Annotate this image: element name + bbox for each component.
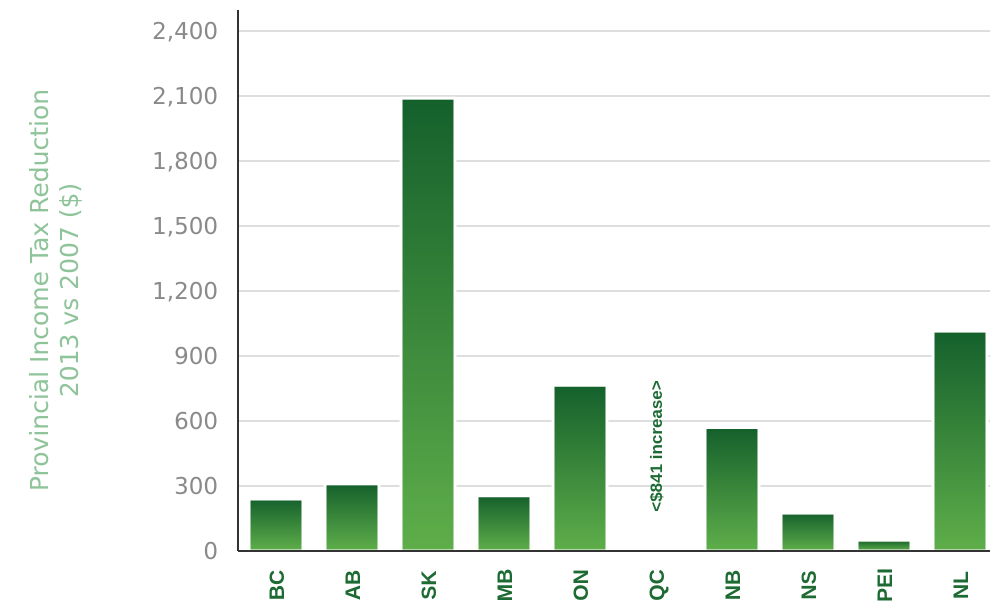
bar-on — [551, 383, 609, 553]
x-tick-label-qc: QC — [646, 569, 669, 601]
y-tick-label: 1,200 — [152, 279, 218, 305]
y-tick-label: 600 — [174, 409, 218, 435]
bar-ab — [323, 482, 381, 553]
x-tick-label-ns: NS — [798, 570, 821, 599]
bar-ns — [779, 511, 837, 553]
axes — [237, 10, 990, 552]
y-tick-label: 2,100 — [152, 84, 218, 110]
x-tick-label-nb: NB — [722, 570, 745, 600]
x-tick-label-bc: BC — [266, 570, 289, 600]
bar-pei — [855, 538, 913, 553]
x-tick-label-pei: PEI — [874, 568, 897, 602]
y-axis-label-line2: 2013 vs 2007 ($) — [55, 183, 84, 397]
bar-sk — [399, 96, 457, 553]
x-tick-label-on: ON — [570, 569, 593, 601]
y-tick-label: 1,800 — [152, 149, 218, 175]
y-tick-label: 0 — [203, 539, 218, 565]
y-tick-labels: 0 300 600 900 1,200 1,500 1,800 2,100 2,400 — [152, 19, 218, 565]
y-axis-label: Provincial Income Tax Reduction — [25, 89, 54, 491]
y-tick-label: 300 — [174, 474, 218, 500]
x-tick-label-mb: MB — [494, 569, 517, 602]
y-tick-label: 2,400 — [152, 19, 218, 45]
y-tick-label: 1,500 — [152, 214, 218, 240]
x-tick-labels: BC AB SK MB ON QC NB NS PEI NL — [266, 568, 973, 602]
gridlines — [238, 30, 990, 487]
bar-nl — [931, 329, 989, 553]
y-tick-label: 900 — [174, 344, 218, 370]
bars — [247, 96, 989, 553]
x-tick-label-ab: AB — [342, 570, 365, 600]
annotation-qc: <$841 increase> — [647, 380, 666, 511]
bar-mb — [475, 494, 533, 553]
bar-bc — [247, 497, 305, 553]
x-tick-label-sk: SK — [418, 570, 441, 599]
x-tick-label-nl: NL — [950, 571, 973, 599]
bar-nb — [703, 426, 761, 553]
annotations: <$841 increase> — [647, 380, 666, 511]
